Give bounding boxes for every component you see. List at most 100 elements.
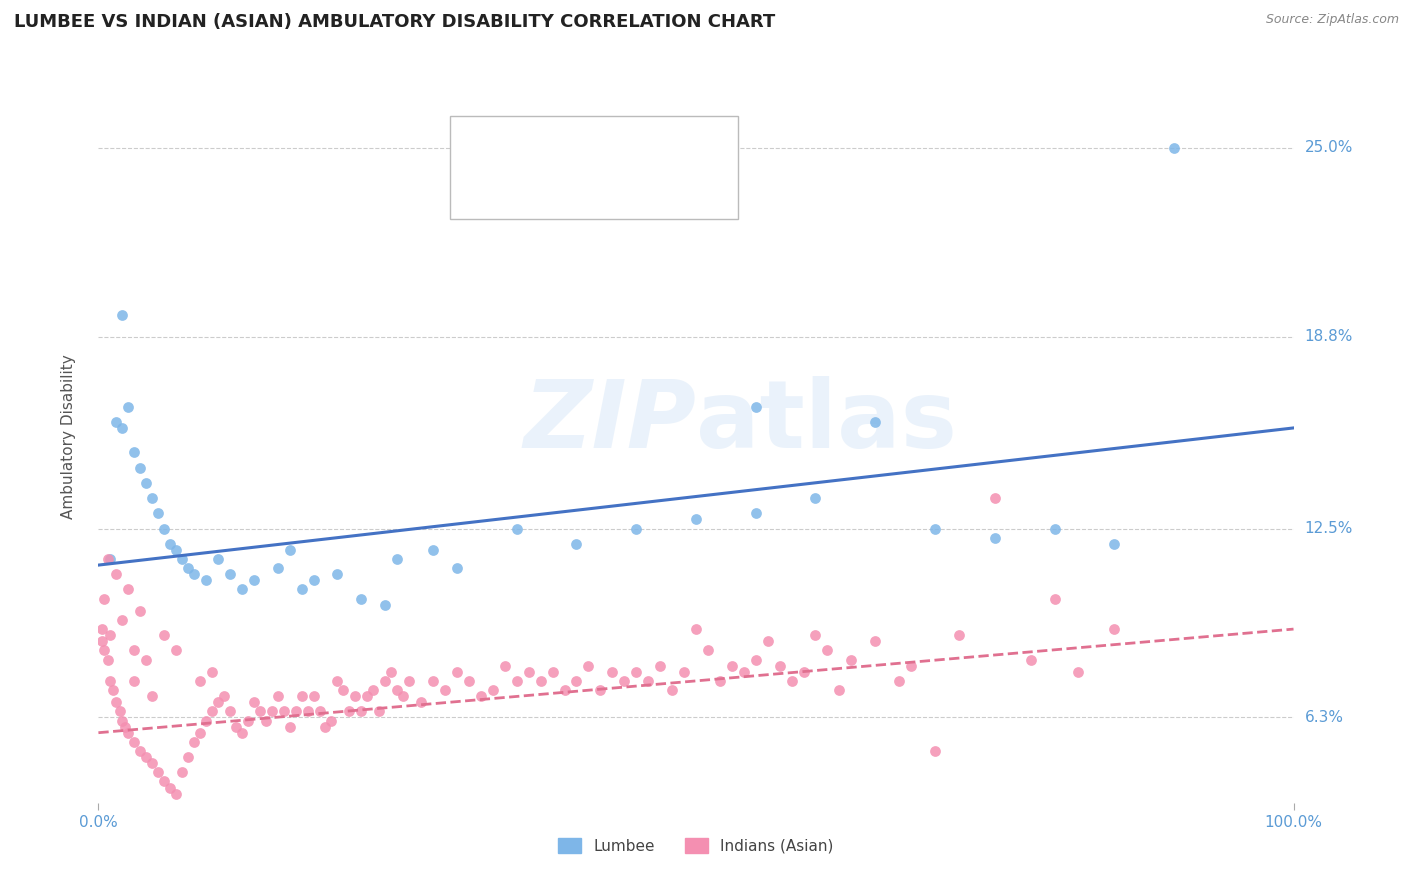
Point bbox=[108, 705, 131, 719]
Point bbox=[446, 561, 468, 575]
FancyBboxPatch shape bbox=[465, 129, 492, 162]
Point bbox=[231, 582, 253, 597]
Point bbox=[111, 714, 134, 728]
Point bbox=[124, 445, 146, 459]
Point bbox=[141, 491, 163, 505]
Point bbox=[105, 567, 128, 582]
Point bbox=[308, 705, 330, 719]
Point bbox=[721, 658, 744, 673]
Point bbox=[243, 695, 266, 709]
Point bbox=[219, 567, 242, 582]
Text: atlas: atlas bbox=[696, 376, 957, 468]
Point bbox=[111, 421, 134, 435]
Point bbox=[97, 652, 120, 666]
Text: ZIP: ZIP bbox=[523, 376, 696, 468]
Point bbox=[284, 705, 307, 719]
Point bbox=[219, 705, 242, 719]
Point bbox=[105, 415, 128, 429]
Point bbox=[589, 683, 612, 698]
Point bbox=[865, 634, 887, 648]
Point bbox=[841, 652, 863, 666]
Point bbox=[135, 475, 157, 490]
Point bbox=[602, 665, 624, 679]
Point bbox=[745, 506, 768, 520]
Point bbox=[117, 725, 139, 739]
Point bbox=[172, 552, 194, 566]
Point bbox=[1104, 622, 1126, 636]
Point bbox=[93, 591, 115, 606]
Point bbox=[924, 744, 946, 758]
Point bbox=[350, 591, 373, 606]
Text: 12.5%: 12.5% bbox=[1305, 521, 1353, 536]
Point bbox=[948, 628, 970, 642]
Point bbox=[374, 673, 396, 688]
Point bbox=[422, 542, 444, 557]
Point bbox=[135, 652, 157, 666]
Point bbox=[148, 765, 170, 780]
Point bbox=[517, 665, 540, 679]
Point bbox=[101, 683, 124, 698]
Point bbox=[177, 750, 200, 764]
Text: N =  44: N = 44 bbox=[627, 137, 695, 155]
Point bbox=[297, 705, 319, 719]
Point bbox=[673, 665, 696, 679]
Point bbox=[291, 689, 314, 703]
Point bbox=[817, 643, 839, 657]
Y-axis label: Ambulatory Disability: Ambulatory Disability bbox=[60, 355, 76, 519]
Point bbox=[165, 542, 187, 557]
Point bbox=[1104, 537, 1126, 551]
Point bbox=[93, 643, 115, 657]
Point bbox=[494, 658, 516, 673]
Point bbox=[356, 689, 378, 703]
Text: R = 0.242: R = 0.242 bbox=[503, 137, 595, 155]
Point bbox=[177, 561, 200, 575]
Text: R = 0.337: R = 0.337 bbox=[503, 180, 595, 198]
Legend: Lumbee, Indians (Asian): Lumbee, Indians (Asian) bbox=[558, 838, 834, 854]
Point bbox=[661, 683, 683, 698]
Point bbox=[195, 714, 218, 728]
Point bbox=[626, 521, 648, 535]
Point bbox=[165, 643, 187, 657]
Point bbox=[1043, 591, 1066, 606]
Point bbox=[117, 582, 139, 597]
Point bbox=[195, 574, 218, 588]
Point bbox=[769, 658, 792, 673]
Point bbox=[326, 567, 349, 582]
Point bbox=[236, 714, 259, 728]
Point bbox=[105, 695, 128, 709]
Point bbox=[470, 689, 492, 703]
Point bbox=[1043, 521, 1066, 535]
Point bbox=[243, 574, 266, 588]
Point bbox=[804, 491, 827, 505]
Point bbox=[865, 415, 887, 429]
Point bbox=[339, 705, 361, 719]
Point bbox=[148, 506, 170, 520]
Point bbox=[97, 552, 120, 566]
Text: N = 110: N = 110 bbox=[627, 180, 700, 198]
Point bbox=[135, 750, 157, 764]
Text: 25.0%: 25.0% bbox=[1305, 140, 1353, 155]
Point bbox=[172, 765, 194, 780]
Point bbox=[804, 628, 827, 642]
Point bbox=[780, 673, 803, 688]
Point bbox=[159, 780, 181, 795]
Point bbox=[302, 689, 325, 703]
Point bbox=[321, 714, 343, 728]
Point bbox=[1067, 665, 1090, 679]
Point bbox=[302, 574, 325, 588]
Point bbox=[411, 695, 433, 709]
Point bbox=[267, 689, 290, 703]
Point bbox=[756, 634, 779, 648]
Point bbox=[398, 673, 420, 688]
Point bbox=[350, 705, 373, 719]
Point bbox=[446, 665, 468, 679]
Point bbox=[385, 683, 409, 698]
Point bbox=[141, 756, 163, 771]
Point bbox=[344, 689, 367, 703]
Point bbox=[368, 705, 391, 719]
Point bbox=[434, 683, 457, 698]
Point bbox=[554, 683, 576, 698]
Point bbox=[111, 613, 134, 627]
Text: 6.3%: 6.3% bbox=[1305, 710, 1344, 725]
Point bbox=[889, 673, 911, 688]
